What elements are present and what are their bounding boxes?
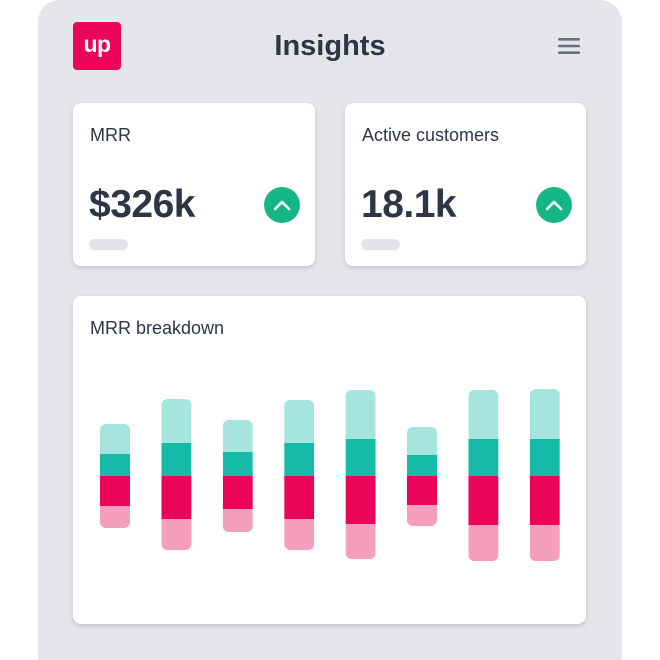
bar-segment-light-teal bbox=[284, 400, 315, 443]
stacked-bar[interactable] bbox=[345, 390, 376, 559]
stacked-bar[interactable] bbox=[284, 400, 315, 550]
bar-segment-teal bbox=[161, 443, 192, 476]
bar-segment-teal bbox=[407, 455, 437, 476]
bar-segment-light-teal bbox=[222, 420, 253, 452]
bar-segment-teal bbox=[468, 439, 499, 476]
brand-logo[interactable]: up bbox=[73, 22, 121, 70]
metric-label: Active customers bbox=[362, 125, 500, 145]
metric-label: MRR bbox=[90, 125, 131, 145]
stacked-bar[interactable] bbox=[222, 420, 253, 532]
menu-button[interactable] bbox=[546, 30, 592, 62]
trend-up-badge bbox=[264, 187, 300, 223]
stacked-bar[interactable] bbox=[407, 427, 437, 526]
bar-segment-teal bbox=[345, 439, 376, 476]
metric-card-active-customers[interactable]: Active customers 18.1k bbox=[345, 103, 586, 266]
metric-value: 18.1k bbox=[361, 183, 457, 226]
bar-segment-magenta bbox=[222, 476, 253, 509]
chevron-up-icon bbox=[545, 200, 563, 211]
logo-text: up bbox=[83, 31, 111, 57]
mrr-breakdown-chart bbox=[100, 389, 560, 561]
stacked-bar[interactable] bbox=[529, 389, 560, 561]
bar-segment-magenta bbox=[161, 476, 192, 519]
breakdown-title: MRR breakdown bbox=[90, 318, 225, 338]
chevron-up-icon bbox=[273, 200, 291, 211]
page-title: Insights bbox=[274, 30, 386, 62]
bar-segment-magenta bbox=[284, 476, 315, 519]
bar-segment-magenta bbox=[100, 476, 130, 506]
bar-segment-pink bbox=[284, 519, 315, 550]
bar-segment-magenta bbox=[468, 476, 499, 525]
app-frame: up Insights MRR $326k Active customers 1… bbox=[38, 0, 622, 660]
bar-segment-teal bbox=[100, 454, 130, 476]
bar-segment-light-teal bbox=[468, 390, 499, 439]
placeholder-bar bbox=[361, 239, 400, 250]
trend-up-badge bbox=[536, 187, 572, 223]
bar-segment-pink bbox=[100, 506, 130, 528]
stacked-bar[interactable] bbox=[100, 424, 130, 528]
bar-segment-light-teal bbox=[529, 389, 560, 439]
bar-segment-light-teal bbox=[345, 390, 376, 439]
bar-segment-light-teal bbox=[100, 424, 130, 454]
metric-value: $326k bbox=[89, 183, 195, 226]
bar-segment-pink bbox=[345, 524, 376, 559]
bar-segment-teal bbox=[529, 439, 560, 476]
bar-segment-teal bbox=[222, 452, 253, 476]
bar-segment-magenta bbox=[345, 476, 376, 524]
bar-segment-pink bbox=[529, 525, 560, 561]
bar-segment-magenta bbox=[529, 476, 560, 525]
bar-segment-light-teal bbox=[407, 427, 437, 455]
bar-segment-light-teal bbox=[161, 399, 192, 443]
placeholder-bar bbox=[89, 239, 128, 250]
bar-segment-pink bbox=[407, 505, 437, 526]
bar-segment-pink bbox=[468, 525, 499, 561]
bar-segment-teal bbox=[284, 443, 315, 476]
bar-segment-pink bbox=[161, 519, 192, 550]
bar-segment-magenta bbox=[407, 476, 437, 505]
stacked-bar[interactable] bbox=[161, 399, 192, 550]
mrr-breakdown-card[interactable]: MRR breakdown bbox=[73, 296, 586, 624]
metric-card-mrr[interactable]: MRR $326k bbox=[73, 103, 315, 266]
stacked-bar[interactable] bbox=[468, 390, 499, 561]
hamburger-menu-icon bbox=[558, 38, 580, 54]
bar-segment-pink bbox=[222, 509, 253, 532]
